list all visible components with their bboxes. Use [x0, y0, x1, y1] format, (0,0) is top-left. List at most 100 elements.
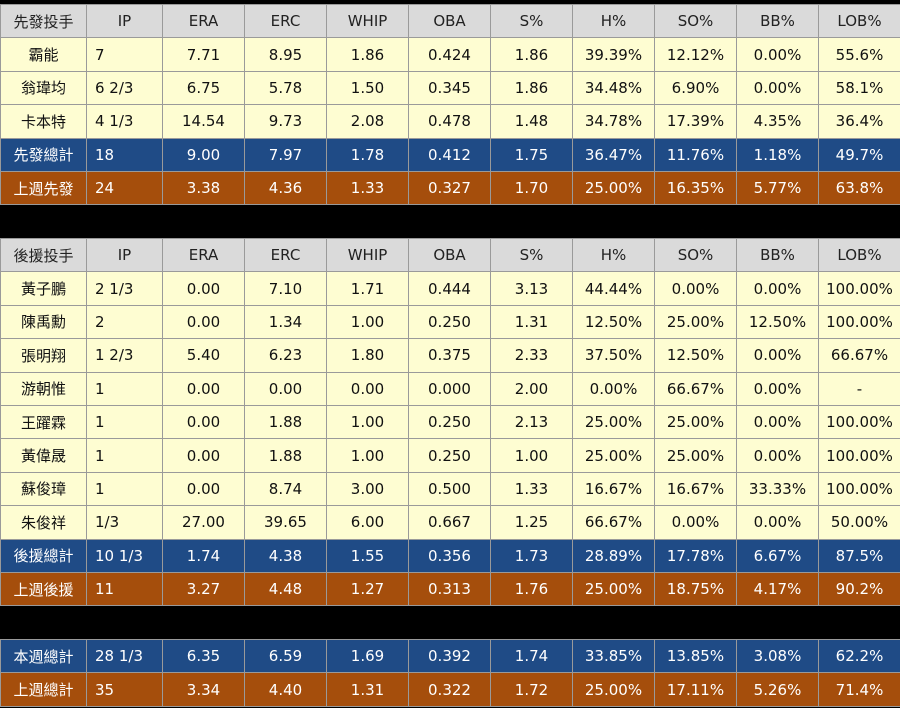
stat-cell-lob-pct: 66.67% [818, 338, 900, 373]
stat-cell-erc: 1.88 [244, 404, 327, 440]
stat-cell-ip: 28 1/3 [86, 638, 163, 674]
stat-cell-oba: 0.375 [408, 338, 491, 373]
stat-cell-lob-pct: 55.6% [818, 37, 900, 72]
stat-cell-s-pct: 1.86 [490, 70, 573, 106]
stat-cell-so-pct: 12.50% [654, 338, 737, 373]
stat-cell-oba: 0.345 [408, 70, 491, 106]
stat-cell-erc: 7.10 [244, 271, 327, 306]
stat-cell-erc: 5.78 [244, 70, 327, 106]
stat-cell-era: 3.27 [162, 571, 245, 607]
stat-cell-ip: 7 [86, 37, 163, 72]
pitcher-name-cell: 先發總計 [0, 137, 87, 172]
stat-cell-whip: 2.08 [326, 104, 409, 139]
pitcher-name-cell: 本週總計 [0, 638, 87, 674]
pitcher-name-cell: 蘇俊璋 [0, 471, 87, 507]
stat-cell-ip: 2 1/3 [86, 271, 163, 306]
pitcher-name-cell: 霸能 [0, 37, 87, 72]
stat-cell-h-pct: 25.00% [572, 672, 655, 707]
stat-cell-s-pct: 1.74 [490, 638, 573, 674]
stat-cell-s-pct: 3.13 [490, 271, 573, 306]
stat-cell-so-pct: 18.75% [654, 571, 737, 607]
stat-cell-h-pct: 39.39% [572, 37, 655, 72]
stat-cell-bb-pct: 0.00% [736, 438, 819, 473]
last-week-total-row: 上週總計 35 3.34 4.40 1.31 0.322 1.72 25.00% 17.11% 5… [0, 672, 900, 707]
pitcher-name-cell: 上週先發 [0, 170, 87, 206]
stat-cell-whip: 1.71 [326, 271, 409, 306]
stat-cell-whip: 0.00 [326, 371, 409, 406]
stat-cell-so-pct: 0.00% [654, 271, 737, 306]
stat-cell-era: 0.00 [162, 371, 245, 406]
pitcher-name-cell: 黃子鵬 [0, 271, 87, 306]
stat-cell-erc: 7.97 [244, 137, 327, 172]
stat-cell-oba: 0.424 [408, 37, 491, 72]
stat-cell-oba: 0.356 [408, 538, 491, 573]
stat-cell-whip: 1.50 [326, 70, 409, 106]
stat-cell-whip: 1.80 [326, 338, 409, 373]
stat-cell-so-pct: 16.67% [654, 471, 737, 507]
stat-cell-ip: 1 [86, 404, 163, 440]
stat-cell-oba: 0.478 [408, 104, 491, 139]
stat-cell-era: 1.74 [162, 538, 245, 573]
stat-cell-bb-pct: 0.00% [736, 37, 819, 72]
pitcher-name-cell: 朱俊祥 [0, 505, 87, 540]
stat-cell-era: 14.54 [162, 104, 245, 139]
stat-cell-oba: 0.250 [408, 438, 491, 473]
stat-cell-whip: 1.00 [326, 438, 409, 473]
stat-cell-ip: 11 [86, 571, 163, 607]
stat-cell-s-pct: 1.86 [490, 37, 573, 72]
stat-cell-whip: 3.00 [326, 471, 409, 507]
stat-cell-oba: 0.667 [408, 505, 491, 540]
stat-cell-s-pct: 1.73 [490, 538, 573, 573]
column-header: ERA [162, 3, 245, 39]
column-header: WHIP [326, 237, 409, 273]
table-row: 張明翔 1 2/3 5.40 6.23 1.80 0.375 2.33 37.50% 12.50… [0, 338, 900, 373]
stat-cell-s-pct: 1.76 [490, 571, 573, 607]
stat-cell-era: 5.40 [162, 338, 245, 373]
stat-cell-erc: 4.40 [244, 672, 327, 707]
table-row: 陳禹勳 2 0.00 1.34 1.00 0.250 1.31 12.50% 25.00% 12.… [0, 304, 900, 340]
stat-cell-erc: 1.88 [244, 438, 327, 473]
pitcher-name-cell: 後援總計 [0, 538, 87, 573]
stat-cell-erc: 6.59 [244, 638, 327, 674]
stat-cell-h-pct: 28.89% [572, 538, 655, 573]
stat-cell-erc: 4.38 [244, 538, 327, 573]
stat-cell-so-pct: 17.11% [654, 672, 737, 707]
table-row: 黃偉晟 1 0.00 1.88 1.00 0.250 1.00 25.00% 25.00% 0.0… [0, 438, 900, 473]
stat-cell-s-pct: 1.31 [490, 304, 573, 340]
stat-cell-bb-pct: 3.08% [736, 638, 819, 674]
table-row: 王躍霖 1 0.00 1.88 1.00 0.250 2.13 25.00% 25.00% 0.0… [0, 404, 900, 440]
table-row: 黃子鵬 2 1/3 0.00 7.10 1.71 0.444 3.13 44.44% 0.00%… [0, 271, 900, 306]
stat-cell-era: 3.38 [162, 170, 245, 206]
stat-cell-oba: 0.313 [408, 571, 491, 607]
stat-cell-ip: 1 [86, 471, 163, 507]
stat-cell-erc: 6.23 [244, 338, 327, 373]
stat-cell-lob-pct: - [818, 371, 900, 406]
stat-cell-bb-pct: 5.26% [736, 672, 819, 707]
stat-cell-bb-pct: 6.67% [736, 538, 819, 573]
last-week-row: 上週後援 11 3.27 4.48 1.27 0.313 1.76 25.00% 18.75% 4… [0, 571, 900, 607]
stat-cell-ip: 1 [86, 438, 163, 473]
column-header: ERA [162, 237, 245, 273]
column-header: SO% [654, 3, 737, 39]
week-totals-block: 本週總計 28 1/3 6.35 6.59 1.69 0.392 1.74 33.85% 13.… [0, 638, 900, 707]
stat-cell-h-pct: 16.67% [572, 471, 655, 507]
stat-cell-ip: 4 1/3 [86, 104, 163, 139]
stat-cell-s-pct: 1.33 [490, 471, 573, 507]
stat-cell-so-pct: 66.67% [654, 371, 737, 406]
total-row: 先發總計 18 9.00 7.97 1.78 0.412 1.75 36.47% 11.76% 1… [0, 137, 900, 172]
stat-cell-h-pct: 44.44% [572, 271, 655, 306]
stat-cell-oba: 0.000 [408, 371, 491, 406]
stat-cell-oba: 0.392 [408, 638, 491, 674]
stat-cell-bb-pct: 0.00% [736, 271, 819, 306]
column-header: BB% [736, 237, 819, 273]
stat-cell-era: 27.00 [162, 505, 245, 540]
stat-cell-lob-pct: 63.8% [818, 170, 900, 206]
section-header-label: 先發投手 [0, 3, 87, 39]
week-totals-table: 本週總計 28 1/3 6.35 6.59 1.69 0.392 1.74 33.85% 13.… [0, 638, 900, 707]
stat-cell-erc: 8.74 [244, 471, 327, 507]
stat-cell-whip: 1.69 [326, 638, 409, 674]
stat-cell-bb-pct: 0.00% [736, 505, 819, 540]
pitcher-name-cell: 翁瑋均 [0, 70, 87, 106]
column-header: ERC [244, 3, 327, 39]
stat-cell-whip: 1.78 [326, 137, 409, 172]
